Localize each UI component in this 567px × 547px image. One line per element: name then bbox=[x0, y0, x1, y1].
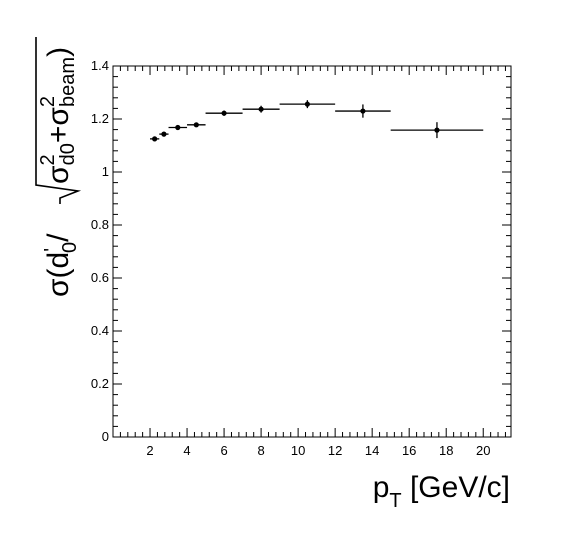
plot-frame bbox=[112, 65, 512, 438]
x-axis-title-sub: T bbox=[389, 490, 401, 512]
y-tick-label: 0 bbox=[102, 429, 109, 444]
data-points bbox=[150, 100, 484, 142]
y-tick-label: 1.2 bbox=[91, 111, 109, 126]
x-axis-title: pT [GeV/c] bbox=[373, 471, 510, 512]
x-tick-label: 8 bbox=[257, 443, 264, 458]
x-tick-label: 10 bbox=[291, 443, 305, 458]
y-axis-title: σ(d'0/ σ2d0+σ2beam) bbox=[35, 37, 82, 297]
x-axis-title-rest: [GeV/c] bbox=[402, 471, 510, 504]
x-tick-label: 18 bbox=[439, 443, 453, 458]
data-point bbox=[193, 122, 199, 128]
x-tick-label: 6 bbox=[220, 443, 227, 458]
x-tick-label: 20 bbox=[476, 443, 490, 458]
x-tick-label: 16 bbox=[402, 443, 416, 458]
data-point bbox=[360, 108, 366, 114]
y-tick-label: 0.4 bbox=[91, 323, 109, 338]
y-tick-label: 0.8 bbox=[91, 217, 109, 232]
svg-text:σ(d'0/: σ(d'0/ bbox=[41, 233, 81, 297]
y-tick-label: 0.2 bbox=[91, 376, 109, 391]
data-point bbox=[434, 127, 440, 133]
svg-text:σ2d0+σ2beam): σ2d0+σ2beam) bbox=[37, 47, 79, 184]
data-point bbox=[304, 101, 310, 107]
data-point bbox=[175, 124, 181, 131]
x-tick-label: 2 bbox=[146, 443, 153, 458]
x-tick-label: 12 bbox=[328, 443, 342, 458]
data-point bbox=[161, 131, 167, 137]
y-tick-label: 1 bbox=[102, 164, 109, 179]
x-tick-label: 4 bbox=[183, 443, 190, 458]
x-axis-title-main: p bbox=[373, 471, 390, 504]
axis-ticks bbox=[112, 65, 511, 438]
data-point bbox=[152, 136, 158, 142]
y-tick-label: 0.6 bbox=[91, 270, 109, 285]
tick-labels: 2 4 6 8 10 12 14 16 18 20 0 0.2 0.4 0.6 0.8 1 1.2 1.4 bbox=[91, 58, 491, 458]
y-tick-label: 1.4 bbox=[91, 58, 109, 73]
data-point bbox=[221, 110, 227, 116]
data-point bbox=[258, 106, 264, 112]
x-tick-label: 14 bbox=[365, 443, 379, 458]
